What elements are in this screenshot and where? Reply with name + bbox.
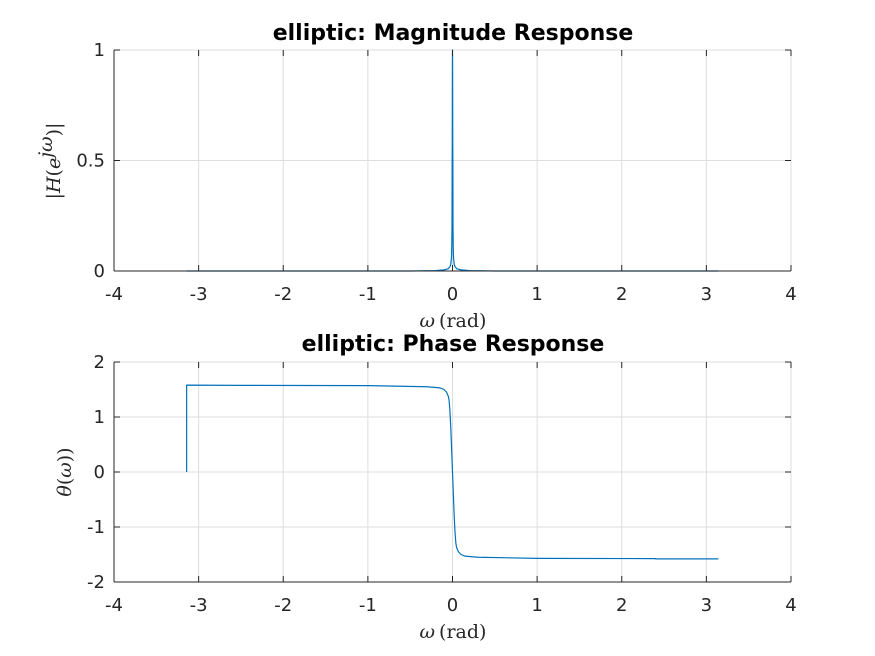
magnitude-xtick-label: -3 (190, 284, 208, 305)
magnitude-title: elliptic: Magnitude Response (273, 21, 634, 46)
magnitude-xtick-label: -2 (274, 284, 292, 305)
phase-ytick-label: 2 (94, 352, 105, 373)
phase-xtick-label: -4 (105, 595, 123, 616)
magnitude-ylabel: |H(ejω)| (35, 123, 65, 200)
magnitude-xtick-label: 3 (701, 284, 712, 305)
magnitude-xtick-label: -1 (359, 284, 377, 305)
magnitude-xtick-label: -4 (105, 284, 123, 305)
phase-ticks: -4 -3 -2 -1 0 1 2 3 4 -2 -1 0 1 2 (87, 352, 797, 616)
magnitude-xtick-label: 2 (616, 284, 627, 305)
phase-ytick-label: -2 (87, 572, 105, 593)
phase-ytick-label: 1 (94, 407, 105, 428)
phase-xtick-label: 1 (531, 595, 542, 616)
phase-panel: elliptic: Phase Response -4 -3 -2 -1 0 1 2 3 4 -2… (54, 332, 797, 643)
phase-xtick-label: -2 (274, 595, 292, 616)
phase-ytick-label: 0 (94, 462, 105, 483)
phase-xlabel: ω (rad) (420, 621, 487, 643)
magnitude-ytick-label: 0.5 (76, 151, 105, 172)
magnitude-xtick-label: 4 (785, 284, 796, 305)
phase-xtick-label: 3 (701, 595, 712, 616)
magnitude-ytick-label: 1 (94, 40, 105, 61)
magnitude-xtick-label: 1 (531, 284, 542, 305)
phase-xtick-label: 2 (616, 595, 627, 616)
phase-ylabel: θ(ω)) (54, 447, 76, 496)
magnitude-xlabel: ω (rad) (420, 310, 487, 332)
phase-xtick-label: 4 (785, 595, 796, 616)
magnitude-ytick-label: 0 (94, 261, 105, 282)
magnitude-xtick-label: 0 (447, 284, 458, 305)
magnitude-panel: elliptic: Magnitude Response -4 -3 -2 -1 0 1 2… (35, 21, 797, 332)
phase-series-line (186, 384, 719, 560)
phase-series (186, 384, 719, 560)
phase-xtick-label: -1 (359, 595, 377, 616)
magnitude-ticks: -4 -3 -2 -1 0 1 2 3 4 0 0.5 1 (76, 40, 796, 305)
phase-xtick-label: 0 (447, 595, 458, 616)
phase-xtick-label: -3 (190, 595, 208, 616)
phase-title: elliptic: Phase Response (302, 332, 605, 357)
phase-ytick-label: -1 (87, 517, 105, 538)
